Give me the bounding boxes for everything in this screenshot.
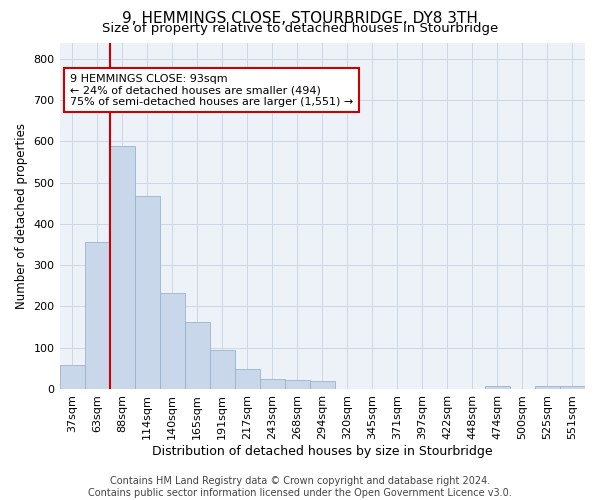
Bar: [310, 380, 335, 389]
Bar: [59, 365, 85, 389]
Text: 9, HEMMINGS CLOSE, STOURBRIDGE, DY8 3TH: 9, HEMMINGS CLOSE, STOURBRIDGE, DY8 3TH: [122, 11, 478, 26]
Bar: [209, 350, 235, 389]
Text: Contains HM Land Registry data © Crown copyright and database right 2024.
Contai: Contains HM Land Registry data © Crown c…: [88, 476, 512, 498]
Bar: [260, 378, 285, 389]
Bar: [110, 146, 134, 389]
Text: 9 HEMMINGS CLOSE: 93sqm
← 24% of detached houses are smaller (494)
75% of semi-d: 9 HEMMINGS CLOSE: 93sqm ← 24% of detache…: [70, 74, 353, 107]
Bar: [160, 294, 185, 389]
Bar: [560, 386, 585, 389]
Bar: [485, 386, 510, 389]
Bar: [235, 369, 260, 389]
Bar: [185, 322, 209, 389]
Bar: [535, 386, 560, 389]
Text: Size of property relative to detached houses in Stourbridge: Size of property relative to detached ho…: [102, 22, 498, 35]
Bar: [285, 380, 310, 389]
Bar: [134, 196, 160, 389]
Bar: [85, 242, 110, 389]
X-axis label: Distribution of detached houses by size in Stourbridge: Distribution of detached houses by size …: [152, 444, 493, 458]
Y-axis label: Number of detached properties: Number of detached properties: [15, 122, 28, 308]
